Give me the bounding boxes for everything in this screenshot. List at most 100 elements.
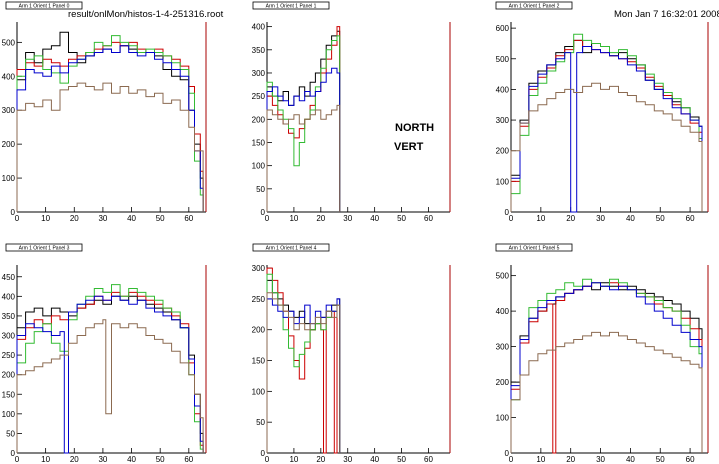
y-tick-label: 100 [252,162,266,171]
x-tick-label: 10 [536,455,545,464]
x-tick-label: 10 [289,214,298,223]
chart-title: Arm 1 Orient 1 Panel 0 [19,4,70,10]
x-tick-label: 30 [98,214,107,223]
y-tick-label: 150 [252,357,266,366]
x-tick-label: 30 [343,455,352,464]
x-tick-label: 50 [656,455,665,464]
x-tick-label: 0 [509,214,514,223]
x-tick-label: 60 [184,455,193,464]
series-line-blue [510,46,703,213]
x-tick-label: 50 [156,455,165,464]
north-annotation: NORTH [395,122,435,134]
chart-title-box [5,243,83,252]
chart-title: Arm 1 Orient 1 Panel 5 [509,246,560,252]
x-tick-label: 60 [424,455,433,464]
y-tick-label: 50 [256,185,265,194]
chart-panel-4: Arm 1 Orient 1 Panel 4050100150200250300… [252,243,451,464]
chart-panel-3: Arm 1 Orient 1 Panel 3050100150200250300… [2,243,207,464]
x-tick-label: 60 [686,455,695,464]
y-tick-label: 200 [2,140,16,149]
x-tick-label: 30 [596,455,605,464]
series-line-red [510,39,703,212]
x-tick-label: 20 [70,455,79,464]
y-tick-label: 0 [11,208,16,217]
y-tick-label: 200 [2,371,16,380]
x-tick-label: 60 [424,214,433,223]
chart-title-box [495,243,573,252]
y-tick-label: 50 [256,418,265,427]
series-line-black [266,30,341,212]
x-tick-label: 40 [370,455,379,464]
y-tick-label: 250 [252,295,266,304]
chart-title: Arm 1 Orient 1 Panel 2 [509,4,560,10]
y-tick-label: 100 [496,414,510,423]
x-tick-label: 20 [566,455,575,464]
x-tick-label: 50 [156,214,165,223]
chart-title: Arm 1 Orient 1 Panel 1 [266,4,317,10]
y-tick-label: 100 [252,387,266,396]
chart-panel-1: Arm 1 Orient 1 Panel 1050100150200250300… [252,1,451,223]
x-tick-label: 60 [184,214,193,223]
y-tick-label: 300 [252,69,266,78]
y-tick-label: 0 [505,449,510,458]
series-line-black [510,282,703,453]
chart-title-box [252,243,330,252]
x-tick-label: 0 [265,455,270,464]
series-line-green [510,33,703,212]
x-tick-label: 10 [536,214,545,223]
y-tick-label: 400 [496,85,510,94]
y-tick-label: 400 [496,307,510,316]
series-line-green [510,278,703,453]
series-line-brown [510,82,703,212]
y-tick-label: 200 [252,326,266,335]
y-tick-label: 450 [2,273,16,282]
series-line-brown [510,331,703,453]
series-line-red [510,282,703,454]
y-tick-label: 200 [496,378,510,387]
x-tick-label: 60 [686,214,695,223]
y-tick-label: 150 [2,390,16,399]
x-tick-label: 40 [626,455,635,464]
x-tick-label: 0 [509,455,514,464]
x-tick-label: 40 [626,214,635,223]
y-tick-label: 300 [2,332,16,341]
x-tick-label: 50 [397,455,406,464]
chart-title-box [495,1,573,10]
datetime-label: Mon Jan 7 16:32:01 2008 [614,9,719,20]
x-tick-label: 20 [316,455,325,464]
y-tick-label: 300 [496,343,510,352]
y-tick-label: 500 [2,38,16,47]
file-path-label: result/onlMon/histos-1-4-251316.root [68,9,224,20]
series-line-blue [510,282,703,453]
y-tick-label: 250 [252,92,266,101]
series-line-green [16,284,204,453]
x-tick-label: 50 [656,214,665,223]
series-line-black [510,39,703,212]
series-line-brown [266,292,341,453]
y-tick-label: 300 [252,264,266,273]
y-tick-label: 0 [261,208,266,217]
chart-title-box [5,1,83,10]
y-tick-label: 350 [252,46,266,55]
x-tick-label: 20 [566,214,575,223]
x-tick-label: 20 [316,214,325,223]
y-tick-label: 300 [496,116,510,125]
x-tick-label: 30 [343,214,352,223]
chart-title: Arm 1 Orient 1 Panel 3 [19,246,70,252]
x-tick-label: 10 [41,455,50,464]
x-tick-label: 0 [15,455,20,464]
y-tick-label: 400 [2,72,16,81]
series-line-red [16,41,204,212]
x-tick-label: 10 [41,214,50,223]
chart-panel-5: Arm 1 Orient 1 Panel 5 0 100 200 300 400 500 0 1… [495,243,709,464]
y-tick-label: 50 [6,429,15,438]
y-tick-label: 100 [2,410,16,419]
chart-title-box [252,1,330,10]
y-tick-label: 350 [2,312,16,321]
y-tick-label: 200 [252,115,266,124]
series-line-brown [16,319,204,453]
x-tick-label: 0 [265,214,270,223]
y-tick-label: 0 [261,449,266,458]
x-tick-label: 30 [98,455,107,464]
